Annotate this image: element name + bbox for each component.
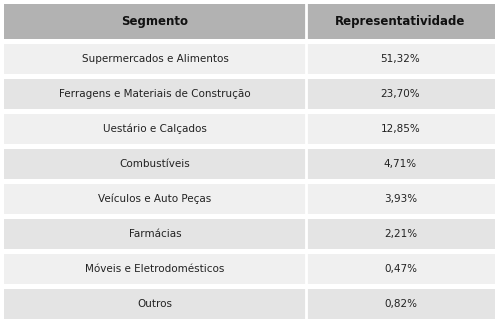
Text: 23,70%: 23,70% [381, 89, 420, 99]
Text: 51,32%: 51,32% [381, 54, 420, 64]
Bar [4, 44, 306, 74]
Bar [4, 4, 306, 39]
Text: 12,85%: 12,85% [381, 124, 420, 134]
Bar [4, 114, 306, 144]
Text: Uestário e Calçados: Uestário e Calçados [103, 124, 207, 134]
Text: Farmácias: Farmácias [129, 229, 181, 239]
Bar [306, 149, 495, 179]
Bar [306, 114, 495, 144]
Text: Segmento: Segmento [121, 15, 189, 28]
Bar [306, 44, 495, 74]
Text: Veículos e Auto Peças: Veículos e Auto Peças [98, 194, 212, 204]
Bar [306, 79, 495, 109]
Text: 3,93%: 3,93% [384, 194, 417, 204]
Text: Ferragens e Materiais de Construção: Ferragens e Materiais de Construção [59, 89, 251, 99]
Text: 2,21%: 2,21% [384, 229, 417, 239]
Text: Móveis e Eletrodomésticos: Móveis e Eletrodomésticos [85, 264, 225, 274]
Bar [306, 184, 495, 214]
Bar [4, 289, 306, 319]
Text: Outros: Outros [138, 299, 173, 309]
Bar [4, 149, 306, 179]
Bar [306, 219, 495, 249]
Text: Combustíveis: Combustíveis [120, 159, 190, 169]
Text: Supermercados e Alimentos: Supermercados e Alimentos [81, 54, 229, 64]
Bar [306, 254, 495, 284]
Bar [4, 79, 306, 109]
Bar [306, 4, 495, 39]
Bar [4, 219, 306, 249]
Bar [306, 289, 495, 319]
Text: Representatividade: Representatividade [335, 15, 466, 28]
Bar [4, 254, 306, 284]
Bar [4, 184, 306, 214]
Text: 0,82%: 0,82% [384, 299, 417, 309]
Text: 0,47%: 0,47% [384, 264, 417, 274]
Text: 4,71%: 4,71% [384, 159, 417, 169]
